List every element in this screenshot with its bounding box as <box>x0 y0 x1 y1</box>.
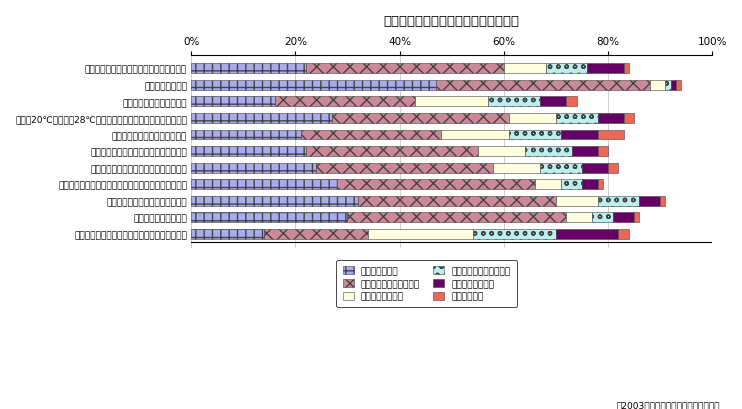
Bar <box>556 229 618 239</box>
Bar <box>191 130 301 140</box>
Bar <box>640 196 660 206</box>
Bar <box>618 229 629 239</box>
Bar <box>488 97 540 107</box>
Bar <box>634 213 640 223</box>
Bar <box>191 97 275 107</box>
Bar <box>666 81 671 91</box>
Bar <box>509 114 556 124</box>
Bar <box>566 97 577 107</box>
Bar <box>275 97 416 107</box>
Bar <box>571 147 597 157</box>
Bar <box>671 81 676 91</box>
Bar <box>191 180 337 190</box>
Bar <box>556 196 597 206</box>
Bar <box>416 97 488 107</box>
Bar <box>504 64 545 74</box>
Bar <box>561 130 597 140</box>
Bar <box>473 229 556 239</box>
Bar <box>368 229 473 239</box>
Bar <box>597 180 603 190</box>
Bar <box>441 130 509 140</box>
Bar <box>493 163 540 173</box>
Bar <box>301 130 441 140</box>
Bar <box>556 114 597 124</box>
Bar <box>597 130 624 140</box>
Bar <box>540 97 566 107</box>
Bar <box>608 163 618 173</box>
Bar <box>592 213 613 223</box>
Bar <box>624 114 634 124</box>
Bar <box>566 213 592 223</box>
Bar <box>676 81 681 91</box>
Bar <box>191 163 316 173</box>
Bar <box>597 147 608 157</box>
Text: （2003年度市政モニターアンケート）: （2003年度市政モニターアンケート） <box>617 400 720 409</box>
Bar <box>597 196 640 206</box>
Bar <box>540 163 582 173</box>
Bar <box>337 180 535 190</box>
Bar <box>624 64 629 74</box>
Bar <box>191 196 358 206</box>
Title: 日常生活における環境配慮の取組状況: 日常生活における環境配慮の取組状況 <box>384 15 519 28</box>
Bar <box>660 196 666 206</box>
Bar <box>264 229 368 239</box>
Bar <box>191 64 306 74</box>
Bar <box>332 114 509 124</box>
Bar <box>191 81 436 91</box>
Bar <box>436 81 650 91</box>
Bar <box>535 180 561 190</box>
Bar <box>650 81 666 91</box>
Bar <box>316 163 493 173</box>
Bar <box>191 213 347 223</box>
Bar <box>525 147 571 157</box>
Bar <box>597 114 624 124</box>
Bar <box>582 163 608 173</box>
Bar <box>306 147 478 157</box>
Bar <box>478 147 525 157</box>
Bar <box>545 64 587 74</box>
Bar <box>191 147 306 157</box>
Bar <box>191 114 332 124</box>
Legend: 取り組んでいる, ある程度取り組んでいる, 今後取り組みたい, あまり取り組んでいない, 取り組んでいない, 取り組めない: 取り組んでいる, ある程度取り組んでいる, 今後取り組みたい, あまり取り組んで… <box>336 260 517 307</box>
Bar <box>306 64 504 74</box>
Bar <box>509 130 561 140</box>
Bar <box>191 229 264 239</box>
Bar <box>613 213 634 223</box>
Bar <box>561 180 582 190</box>
Bar <box>358 196 556 206</box>
Bar <box>347 213 566 223</box>
Bar <box>587 64 624 74</box>
Bar <box>582 180 597 190</box>
